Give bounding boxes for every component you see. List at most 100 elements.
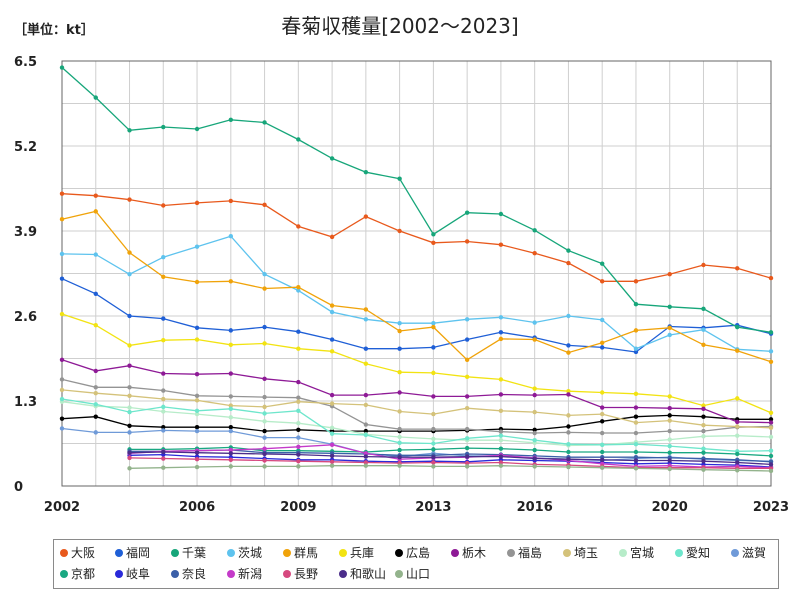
data-point (667, 458, 672, 463)
data-point (59, 217, 65, 222)
legend-item: 大阪 (60, 546, 95, 560)
series-line (61, 427, 772, 462)
data-point (93, 252, 98, 257)
data-point (127, 128, 132, 133)
data-point (498, 377, 504, 382)
data-point (161, 316, 166, 321)
legend-marker (60, 549, 68, 557)
data-point (667, 428, 672, 434)
data-point (397, 346, 402, 351)
legend-marker (507, 549, 515, 557)
data-point (363, 346, 369, 351)
legend-marker (283, 549, 291, 557)
data-point (566, 350, 571, 355)
data-point (93, 414, 98, 419)
data-point (464, 374, 470, 380)
legend-marker (563, 549, 571, 557)
data-point (599, 405, 605, 410)
legend: 大阪 福岡 千葉 茨城 群馬 兵庫 広島 栃木 福島 埼玉 宮城 愛知 滋賀 京都 岐阜 奈良 新潟 長野 和歌山 山… (53, 539, 779, 589)
data-point (633, 458, 639, 463)
data-point (59, 311, 65, 317)
data-point (59, 191, 65, 196)
data-point (397, 440, 402, 446)
data-point (194, 126, 200, 132)
data-point (397, 447, 402, 453)
data-point (735, 348, 740, 353)
data-point (735, 424, 740, 429)
x-tick-label: 2009 (280, 500, 316, 515)
data-point (735, 460, 740, 465)
data-point (532, 464, 537, 469)
data-point (59, 276, 65, 281)
data-point (431, 240, 436, 245)
series-line (61, 389, 772, 429)
series-山口 (127, 463, 774, 474)
legend-marker (731, 549, 739, 557)
series-line (61, 313, 772, 414)
x-tick-label: 2023 (753, 500, 789, 515)
data-point (633, 346, 639, 351)
data-point (127, 250, 132, 255)
data-point (431, 320, 436, 326)
series-line (61, 278, 772, 353)
series-line (61, 398, 772, 452)
data-point (127, 423, 132, 429)
data-point (161, 449, 166, 455)
data-point (262, 464, 267, 469)
data-point (431, 447, 436, 452)
data-point (498, 211, 504, 217)
data-point (431, 345, 436, 350)
data-point (431, 370, 436, 376)
y-tick-label: 6.5 (14, 55, 37, 70)
data-point (532, 456, 537, 461)
data-point (431, 324, 436, 330)
data-point (127, 393, 132, 398)
data-point (161, 456, 166, 461)
series-line (61, 414, 771, 432)
data-point (329, 401, 335, 406)
data-point (228, 403, 234, 408)
data-point (228, 428, 234, 434)
axis-labels: 0 1.3 2.6 3.9 5.2 6.5 2002 2006 2009 2013 2016 2020… (14, 55, 789, 515)
legend-item: 群馬 (283, 546, 318, 560)
data-point (464, 460, 470, 466)
data-point (633, 279, 639, 284)
data-point (701, 434, 706, 439)
data-point (431, 426, 436, 432)
data-point (127, 271, 132, 277)
legend-item: 茨城 (227, 546, 262, 560)
data-point (633, 405, 639, 410)
data-point (667, 413, 672, 418)
data-point (464, 317, 470, 322)
data-point (194, 337, 200, 342)
data-point (532, 438, 537, 443)
data-point (127, 385, 132, 390)
legend-label: 長野 (294, 567, 319, 581)
data-point (532, 337, 537, 342)
data-point (363, 451, 369, 456)
data-point (363, 402, 369, 408)
data-point (194, 411, 200, 417)
data-point (397, 320, 402, 326)
data-point (161, 274, 166, 279)
data-point (498, 463, 504, 468)
data-point (701, 414, 706, 419)
data-point (296, 435, 301, 440)
y-tick-label: 2.6 (14, 310, 37, 325)
data-point (701, 406, 706, 412)
data-point (667, 466, 672, 472)
data-point (228, 328, 234, 333)
data-point (431, 232, 436, 237)
data-point (431, 455, 436, 460)
series-群馬 (59, 209, 774, 364)
data-point (59, 396, 65, 402)
legend-label: 兵庫 (350, 546, 375, 560)
data-point (464, 357, 470, 363)
series-埼玉 (59, 387, 774, 431)
chart-title: 春菊収穫量[2002～2023] (281, 14, 518, 38)
series-line (61, 193, 772, 282)
data-point (194, 408, 200, 414)
data-point (228, 415, 234, 420)
data-point (768, 417, 774, 422)
legend-marker (395, 549, 403, 557)
